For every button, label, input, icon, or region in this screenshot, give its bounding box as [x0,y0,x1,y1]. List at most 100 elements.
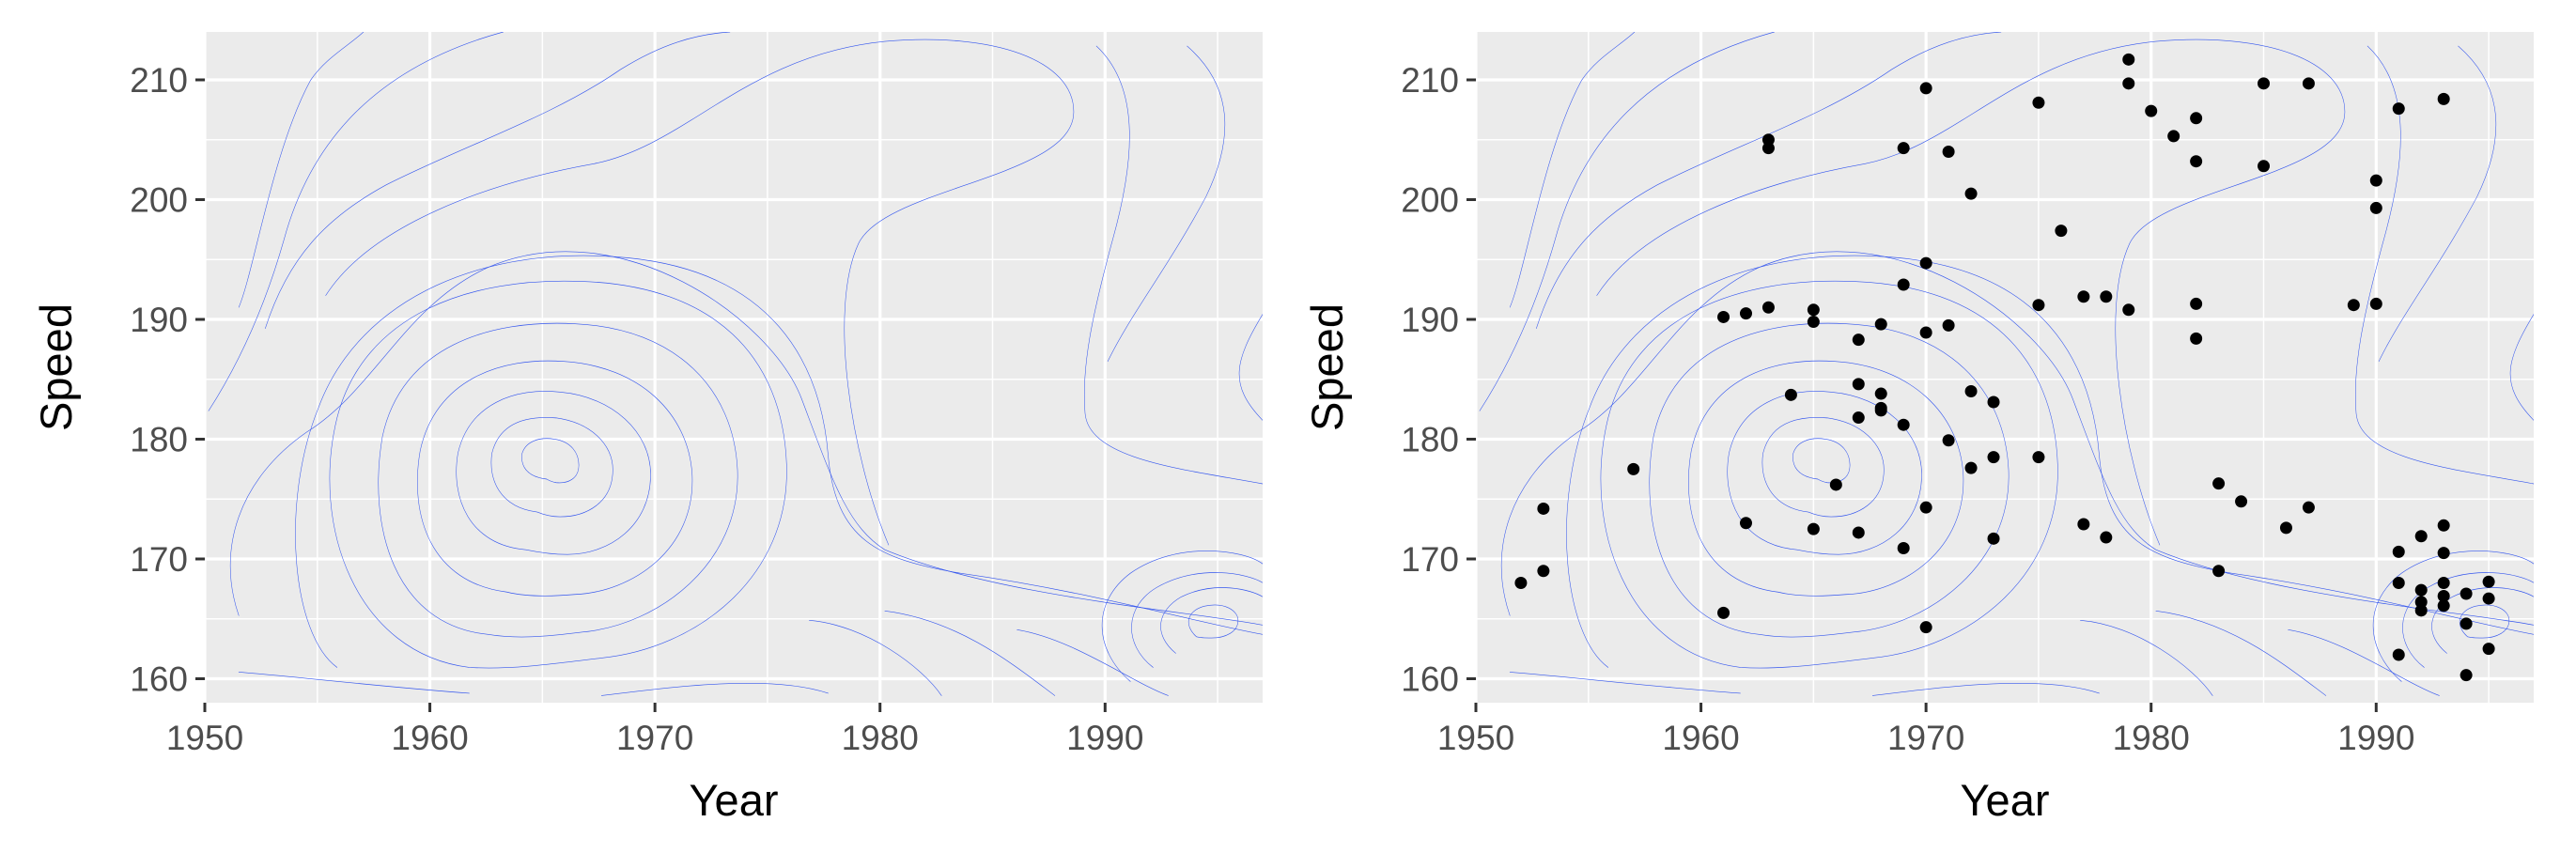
x-tick-label: 1960 [1662,719,1739,757]
data-point [1919,621,1932,634]
data-point [2302,77,2315,90]
gridlines [1474,32,2534,703]
y-axis-title: Speed [1302,303,1352,431]
y-tick-label: 160 [1401,660,1459,699]
x-tick-label: 1950 [1437,719,1514,757]
chart-panel-1: 1950 1960 1970 1980 1990 160 170 180 190 200 210 Ye… [31,32,1263,825]
data-point [1919,82,1932,95]
y-tick-label: 190 [1401,301,1459,339]
data-point [1919,501,1932,514]
y-tick-label: 200 [130,181,188,220]
data-point [2122,77,2135,90]
data-point [1987,532,2000,545]
data-point [1919,326,1932,339]
data-point [1964,187,1978,200]
data-point [1942,146,1955,158]
y-tick-label: 160 [130,660,188,699]
data-point [1874,401,1887,414]
data-point [1829,478,1842,491]
data-point [1717,310,1730,323]
x-tick-label: 1980 [842,719,919,757]
data-point [2032,96,2045,109]
data-point [1514,577,1528,589]
y-tick-label: 200 [1401,181,1459,220]
data-point [1919,256,1932,270]
y-tick-label: 190 [130,301,188,339]
data-point [2100,290,2113,303]
data-point [2392,545,2405,558]
data-point [2437,599,2450,613]
data-point [1537,502,1550,515]
data-point [2369,174,2382,187]
data-point [1897,542,1910,555]
x-tick-label: 1990 [2337,719,2414,757]
data-point [2190,155,2203,168]
data-point [2190,297,2203,310]
data-point [1897,418,1910,431]
data-point [2414,530,2428,543]
data-point [2032,451,2045,464]
data-point [2460,587,2473,600]
data-point [2077,518,2090,531]
data-point [1627,462,1640,475]
data-point [2190,332,2203,345]
x-tick-label: 1980 [2113,719,2190,757]
x-tick-label: 1960 [391,719,468,757]
panel-background [1476,32,2534,703]
y-tick-label: 170 [130,540,188,579]
data-point [2279,521,2292,535]
data-point [2100,531,2113,544]
data-point [2437,577,2450,589]
data-point [2437,92,2450,105]
data-point [2460,617,2473,630]
axes: 1950 1960 1970 1980 1990 160 170 180 190 200 210 [130,61,1143,757]
data-point [2347,299,2360,312]
data-point [1987,395,2000,409]
y-axis-title: Speed [31,303,81,431]
data-point [1784,388,1797,401]
x-tick-label: 1970 [616,719,693,757]
data-point [1852,378,1865,391]
data-point [2460,669,2473,682]
data-point [2258,77,2271,90]
y-tick-label: 210 [1401,61,1459,100]
x-axis-title: Year [1961,775,2050,825]
data-point [1739,517,1752,530]
data-point [2077,290,2090,303]
data-point [2414,583,2428,597]
x-tick-label: 1970 [1887,719,1964,757]
data-point [2392,648,2405,661]
scatter-points [1514,53,2495,682]
y-tick-label: 180 [130,421,188,459]
data-point [2482,575,2495,588]
y-tick-label: 170 [1401,540,1459,579]
data-point [2414,604,2428,617]
panel-background [205,32,1263,703]
data-point [1942,318,1955,332]
data-point [2122,53,2135,66]
x-axis-title: Year [690,775,779,825]
data-point [2392,577,2405,589]
chart-panel-2: 1950 1960 1970 1980 1990 160 170 180 190 200 210 Ye… [1302,32,2534,825]
x-tick-label: 1950 [166,719,243,757]
data-point [2235,495,2248,508]
data-point [2482,592,2495,605]
data-point [1897,142,1910,155]
data-point [2258,160,2271,173]
data-point [2437,519,2450,532]
data-point [1761,142,1775,155]
data-point [1807,522,1820,535]
data-point [1942,434,1955,447]
data-point [2369,201,2382,214]
data-point [2212,565,2226,578]
data-point [2437,547,2450,560]
data-point [2392,102,2405,116]
data-point [2032,299,2045,312]
data-point [2482,643,2495,656]
data-point [2414,596,2428,609]
data-point [1852,411,1865,425]
data-point [2302,501,2315,514]
data-point [2167,130,2180,143]
y-tick-label: 180 [1401,421,1459,459]
y-tick-label: 210 [130,61,188,100]
